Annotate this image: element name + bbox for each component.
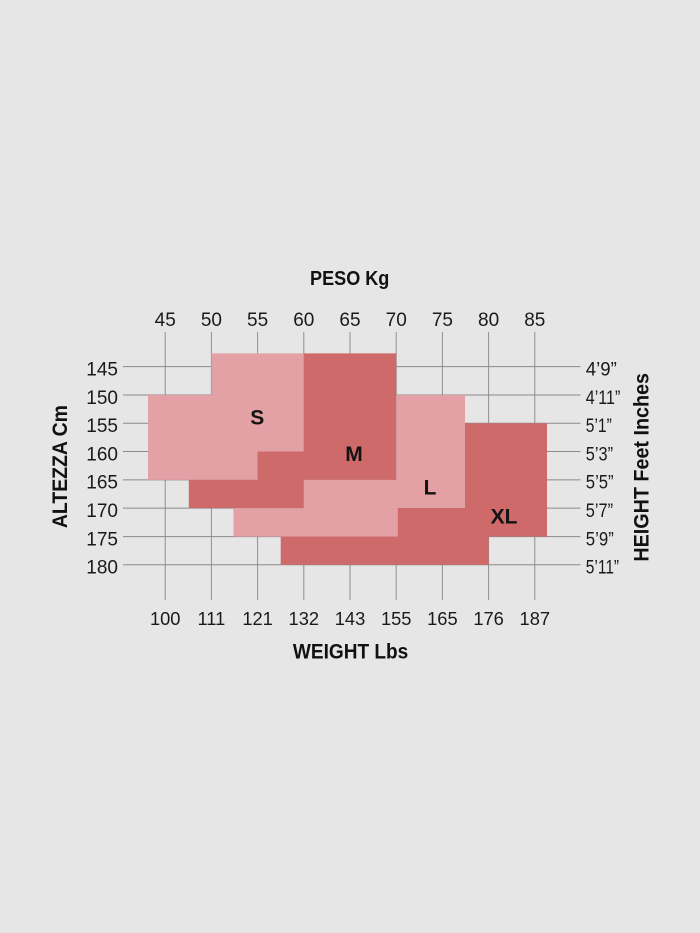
svg-text:132: 132 bbox=[289, 608, 320, 629]
svg-text:65: 65 bbox=[339, 310, 360, 331]
svg-text:176: 176 bbox=[473, 608, 504, 629]
svg-text:121: 121 bbox=[242, 608, 273, 629]
svg-text:50: 50 bbox=[201, 310, 222, 331]
svg-text:L: L bbox=[424, 476, 437, 499]
svg-text:100: 100 bbox=[150, 608, 181, 629]
svg-text:170: 170 bbox=[86, 501, 118, 522]
svg-text:111: 111 bbox=[198, 608, 226, 629]
svg-text:XL: XL bbox=[491, 506, 518, 529]
svg-text:WEIGHT Lbs: WEIGHT Lbs bbox=[293, 641, 408, 664]
svg-text:45: 45 bbox=[155, 310, 176, 331]
svg-text:155: 155 bbox=[86, 416, 118, 437]
svg-text:5’5”: 5’5” bbox=[586, 473, 614, 494]
svg-text:60: 60 bbox=[293, 310, 314, 331]
svg-text:187: 187 bbox=[520, 608, 551, 629]
svg-text:85: 85 bbox=[524, 310, 545, 331]
svg-text:75: 75 bbox=[432, 310, 453, 331]
svg-text:180: 180 bbox=[86, 558, 118, 579]
svg-text:175: 175 bbox=[86, 529, 118, 550]
svg-text:S: S bbox=[250, 406, 264, 429]
svg-text:145: 145 bbox=[86, 359, 118, 380]
svg-text:165: 165 bbox=[86, 473, 118, 494]
svg-text:ALTEZZA Cm: ALTEZZA Cm bbox=[49, 405, 72, 528]
svg-text:PESO Kg: PESO Kg bbox=[310, 267, 389, 290]
svg-text:150: 150 bbox=[86, 388, 118, 409]
svg-text:143: 143 bbox=[335, 608, 366, 629]
svg-text:55: 55 bbox=[247, 310, 268, 331]
svg-text:5’1”: 5’1” bbox=[586, 416, 612, 437]
svg-text:5’11”: 5’11” bbox=[586, 558, 619, 579]
svg-text:165: 165 bbox=[427, 608, 458, 629]
svg-text:5’9”: 5’9” bbox=[586, 529, 614, 550]
svg-text:4’9”: 4’9” bbox=[586, 359, 617, 380]
svg-text:5’3”: 5’3” bbox=[586, 444, 613, 465]
svg-text:M: M bbox=[345, 443, 363, 466]
svg-text:4’11”: 4’11” bbox=[586, 388, 621, 409]
svg-text:160: 160 bbox=[86, 444, 118, 465]
svg-text:5’7”: 5’7” bbox=[586, 501, 613, 522]
svg-text:155: 155 bbox=[381, 608, 412, 629]
svg-text:HEIGHT Feet Inches: HEIGHT Feet Inches bbox=[630, 373, 653, 562]
svg-text:70: 70 bbox=[386, 310, 407, 331]
svg-text:80: 80 bbox=[478, 310, 499, 331]
